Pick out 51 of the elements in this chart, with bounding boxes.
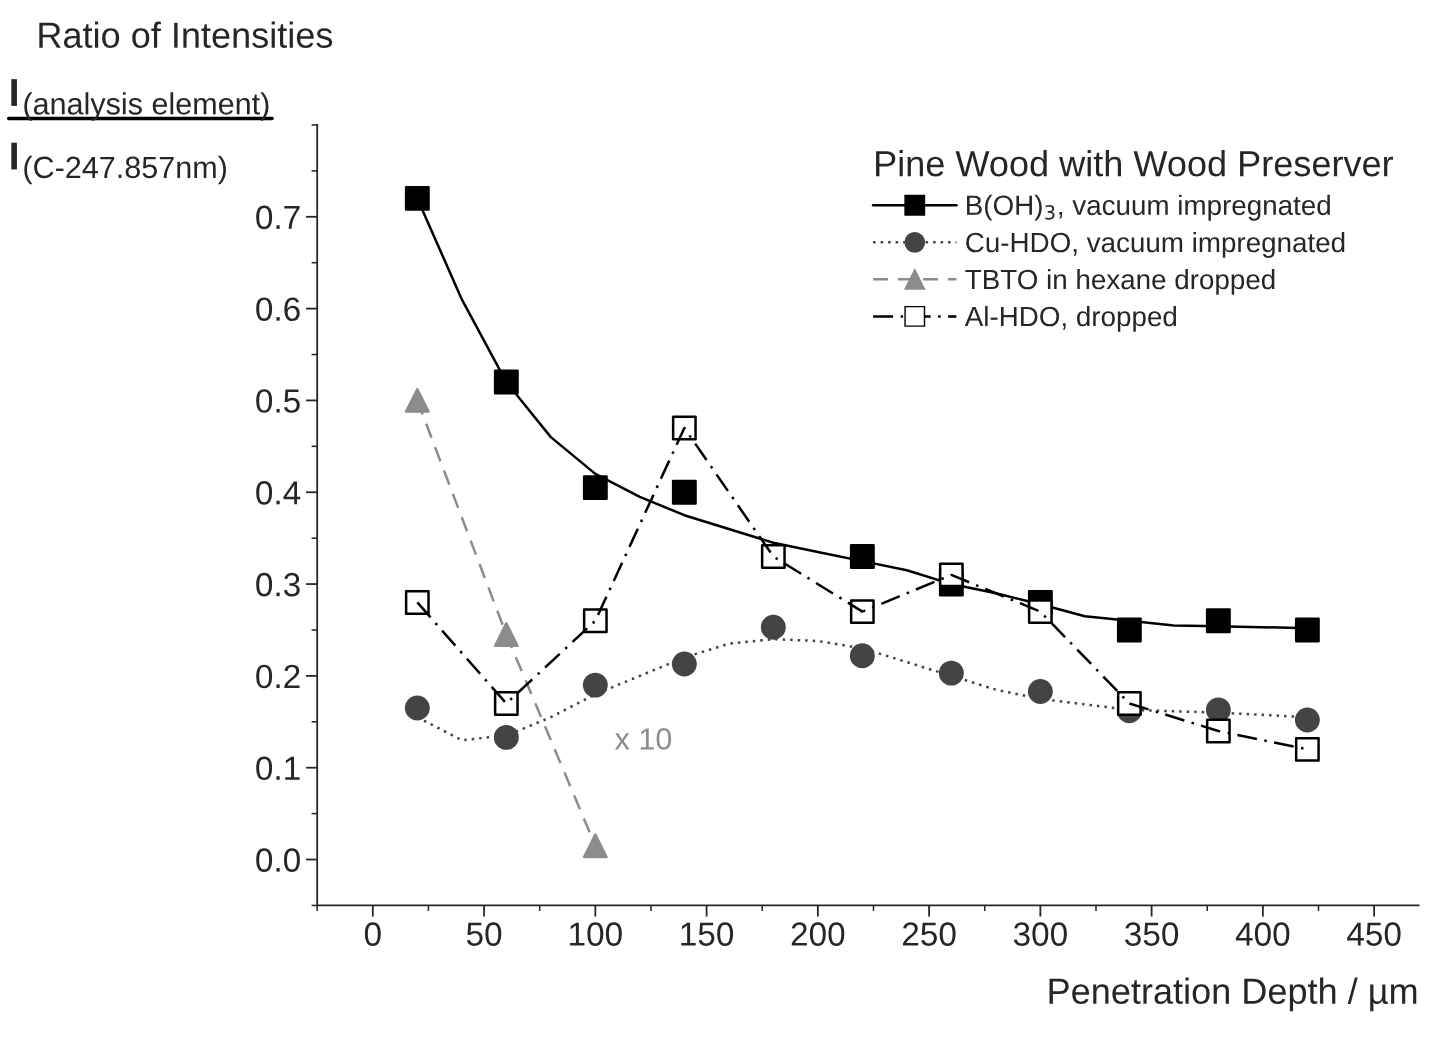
x-tick-label: 250 bbox=[902, 922, 956, 946]
legend-label: TBTO in hexane dropped bbox=[965, 268, 1275, 295]
point bbox=[671, 651, 697, 677]
point bbox=[1027, 599, 1053, 625]
point bbox=[849, 544, 875, 569]
point bbox=[493, 724, 519, 750]
y-tick-label: 0.1 bbox=[256, 756, 300, 781]
point bbox=[1205, 718, 1231, 744]
point bbox=[493, 369, 519, 395]
point bbox=[671, 479, 697, 505]
x-tick-label: 100 bbox=[570, 922, 622, 946]
point bbox=[1205, 608, 1231, 634]
point bbox=[1116, 690, 1142, 716]
x-tick-label: 300 bbox=[1013, 922, 1067, 946]
point bbox=[493, 622, 519, 648]
y-tick-label: 0.4 bbox=[256, 481, 301, 505]
annotation: x 10 bbox=[614, 728, 672, 750]
point bbox=[404, 695, 430, 721]
x-tick-label: 200 bbox=[791, 922, 845, 946]
y-tick-label: 0.2 bbox=[256, 664, 300, 689]
x-axis-title: Penetration Depth / µm bbox=[1049, 977, 1417, 1012]
point bbox=[582, 475, 608, 501]
legend-label: Al-HDO, dropped bbox=[964, 305, 1177, 332]
x-tick-label: 350 bbox=[1125, 922, 1179, 946]
point bbox=[582, 608, 608, 634]
y-tick-label: 0.0 bbox=[256, 848, 300, 872]
y-tick-label: 0.6 bbox=[256, 297, 300, 322]
legend-label: B(OH)$_{3}$, vacuum impregnated bbox=[967, 194, 1330, 221]
y-tick-label: 0.5 bbox=[256, 389, 300, 413]
point bbox=[582, 672, 608, 698]
point bbox=[582, 833, 608, 859]
y-tick-label: 0.3 bbox=[256, 572, 300, 597]
x-tick-label: 0 bbox=[364, 922, 381, 946]
point bbox=[760, 614, 786, 640]
y-tick-label: 0.7 bbox=[256, 205, 300, 230]
x-tick-label: 400 bbox=[1235, 922, 1290, 946]
x-tick-label: 50 bbox=[466, 922, 502, 946]
point bbox=[1294, 617, 1320, 643]
point bbox=[404, 387, 430, 413]
point bbox=[1294, 707, 1320, 733]
x-tick-label: 150 bbox=[681, 922, 734, 946]
point bbox=[849, 643, 875, 669]
y-axis-title: Ratio of Intensities bbox=[39, 21, 333, 49]
x-tick-label: 450 bbox=[1347, 922, 1401, 946]
point bbox=[938, 660, 964, 686]
legend-title: Pine Wood with Wood Preserver bbox=[876, 149, 1394, 177]
point bbox=[938, 562, 964, 588]
legend-label: Cu-HDO, vacuum impregnated bbox=[966, 231, 1345, 258]
point bbox=[1027, 679, 1053, 704]
point bbox=[1116, 617, 1142, 643]
point bbox=[404, 185, 430, 211]
